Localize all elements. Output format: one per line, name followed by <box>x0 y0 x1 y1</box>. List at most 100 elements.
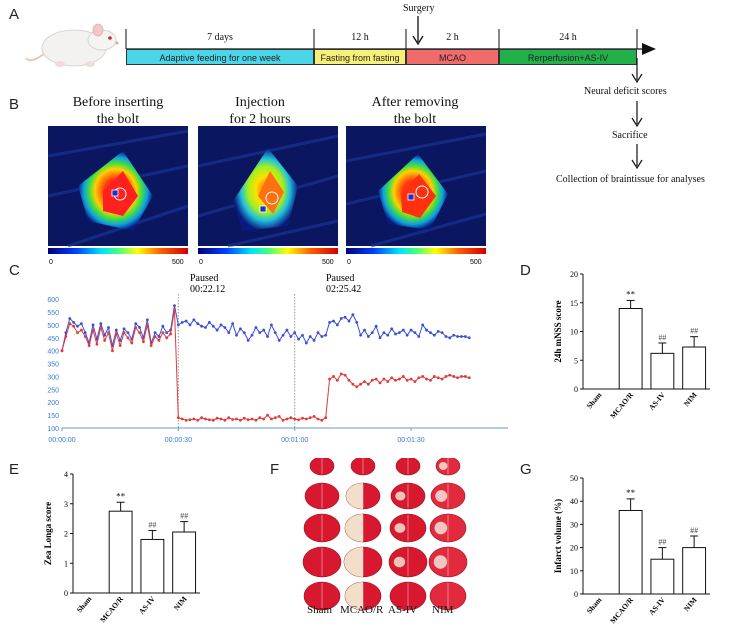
c-point-red <box>463 375 467 378</box>
e-category-label: MCAO/R <box>98 594 125 624</box>
c-point-red <box>301 416 304 420</box>
c-ytick-label: 150 <box>47 413 59 420</box>
brain-slice <box>429 581 467 611</box>
duration-mcao: 2 h <box>446 32 459 43</box>
e-ytick-label: 0 <box>64 589 68 598</box>
d-category-label: NIM <box>682 391 699 409</box>
c-point-blue <box>452 333 456 337</box>
g-annotation: ## <box>658 538 666 547</box>
c-point-blue <box>204 326 207 329</box>
c-point-red <box>161 331 165 335</box>
c-point-red <box>196 418 200 422</box>
brain-slice <box>389 581 427 611</box>
c-point-red <box>363 380 366 384</box>
c-point-red <box>258 416 262 420</box>
c-point-blue <box>289 335 293 338</box>
d-annotation: ## <box>690 327 698 336</box>
c-point-blue <box>347 319 351 323</box>
c-point-blue <box>463 335 467 338</box>
c-point-red <box>87 344 91 347</box>
brain-slice <box>389 513 427 543</box>
g-category-label: MCAO/R <box>608 595 635 625</box>
e-bar <box>108 510 133 594</box>
heatmap-after-scale-max: 500 <box>470 259 482 266</box>
g-ytick-label: 50 <box>570 474 578 483</box>
c-point-blue <box>401 328 405 332</box>
c-point-red <box>467 376 471 380</box>
c-point-blue <box>328 320 331 324</box>
c-point-blue <box>246 338 250 342</box>
c-point-red <box>239 418 242 422</box>
d-ytick-label: 5 <box>574 356 578 365</box>
c-ytick-label: 600 <box>47 297 59 304</box>
panel-e-letter: E <box>9 461 20 478</box>
infarct-volume-bar-chart: 0 10 20 30 40 50 Infarct volume (%) Sham ** MCAO/… <box>553 474 710 625</box>
heatmap-before-scale-min: 0 <box>49 259 53 266</box>
c-series-red-line <box>61 309 470 421</box>
c-point-blue <box>192 318 196 322</box>
c-ytick-label: 350 <box>47 362 59 369</box>
c-ytick-label: 300 <box>47 374 59 381</box>
c-point-blue <box>173 304 176 307</box>
g-bar <box>682 547 707 595</box>
brain-slice-infarct <box>395 491 406 501</box>
c-point-blue <box>188 323 192 327</box>
c-point-red <box>347 378 351 382</box>
e-annotation: ** <box>116 491 126 501</box>
c-point-blue <box>405 333 409 337</box>
c-point-blue <box>207 320 211 324</box>
brain-slice-infarct <box>345 514 363 542</box>
c-point-red <box>359 382 363 386</box>
c-point-blue <box>145 318 149 322</box>
c-point-red <box>444 375 448 378</box>
c-point-blue <box>200 324 204 328</box>
c-point-blue <box>266 335 269 338</box>
c-point-blue <box>448 336 452 340</box>
c-point-blue <box>285 328 289 332</box>
g-category-label: Sham <box>585 595 604 615</box>
e-annotation: ## <box>180 512 188 521</box>
c-point-red <box>235 417 238 421</box>
g-annotation: ## <box>690 526 698 535</box>
c-point-red <box>328 377 331 381</box>
g-ytick-label: 30 <box>570 520 578 529</box>
g-bar <box>618 509 643 595</box>
brain-slice <box>303 513 341 543</box>
c-point-blue <box>273 331 277 335</box>
c-point-blue <box>161 324 165 328</box>
c-point-red <box>107 331 110 335</box>
c-point-red <box>91 328 95 332</box>
c-xtick-label: 00:01:00 <box>281 437 308 444</box>
panel-f-letter: F <box>270 461 280 478</box>
brain-col-mcao: MCAO/R <box>340 604 384 616</box>
heatmap-title-after: After removing the bolt <box>371 95 459 127</box>
c-point-red <box>332 375 335 378</box>
c-point-red <box>188 418 192 422</box>
c-point-red <box>378 381 382 385</box>
c-point-red <box>227 416 231 420</box>
flow-sacrifice: Sacrifice <box>612 130 648 141</box>
c-point-blue <box>196 322 200 326</box>
g-category-label: AS-IV <box>647 595 667 617</box>
c-ytick-label: 200 <box>47 400 59 407</box>
c-point-red <box>460 375 463 378</box>
c-point-blue <box>258 331 262 335</box>
brain-slice-infarct <box>433 555 448 569</box>
c-point-red <box>339 372 343 376</box>
e-bar <box>172 531 197 594</box>
c-point-blue <box>417 335 421 338</box>
c-point-blue <box>293 331 297 335</box>
brain-slice-infarct <box>344 547 363 577</box>
brain-slice-infarct <box>439 461 448 471</box>
duration-fasting: 12 h <box>351 32 369 43</box>
c-point-red <box>114 332 118 336</box>
c-point-blue <box>456 335 459 338</box>
heatmap-after-scale-min: 0 <box>347 259 351 266</box>
c-point-blue <box>83 331 87 335</box>
c-point-blue <box>103 333 107 337</box>
panel-g-letter: G <box>520 461 532 478</box>
c-point-red <box>382 377 386 381</box>
c-ytick-label: 450 <box>47 336 59 343</box>
e-ytick-label: 3 <box>64 500 68 509</box>
c-point-red <box>293 417 297 421</box>
